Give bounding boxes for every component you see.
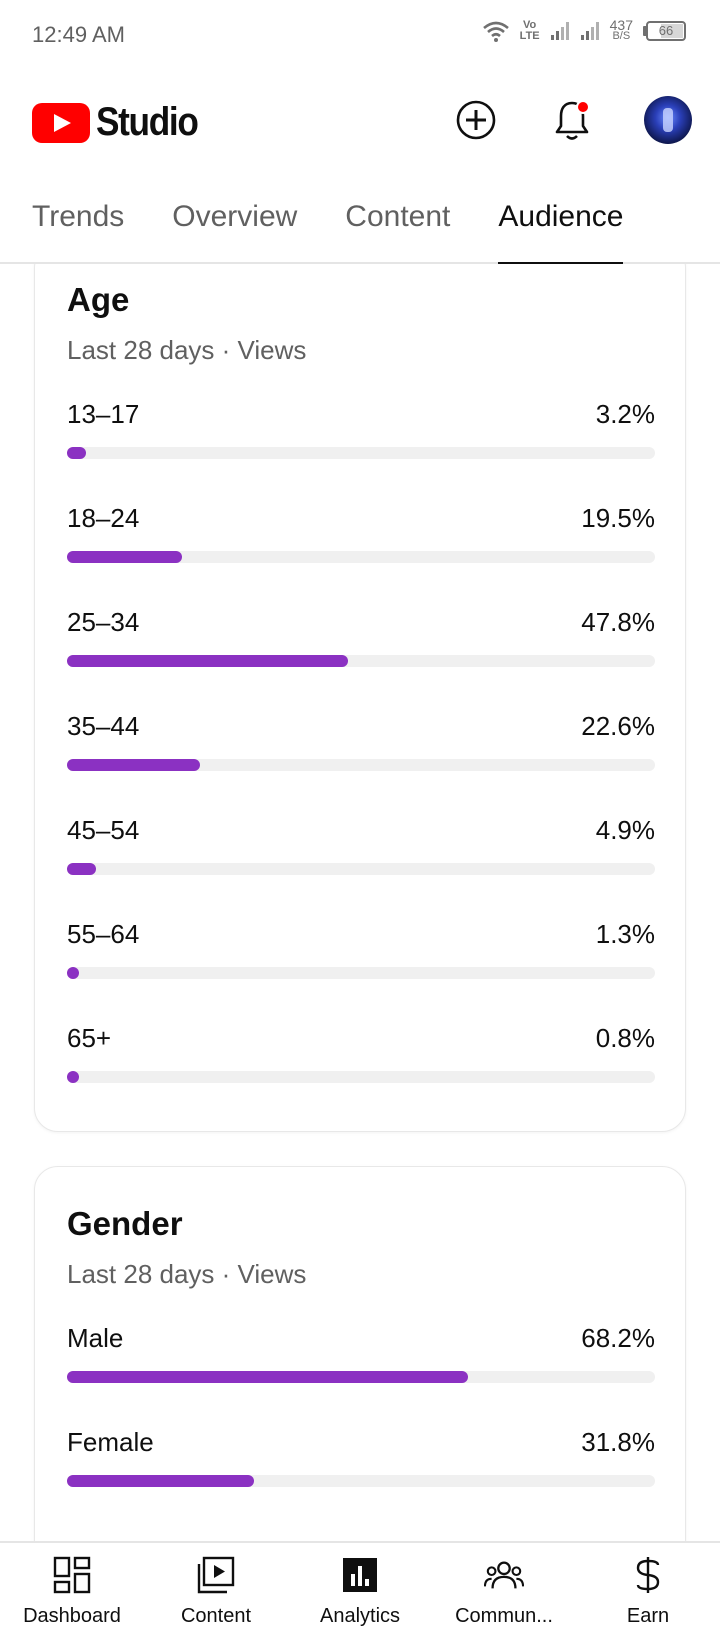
age-label: 18–24 xyxy=(67,503,140,533)
age-bar-track xyxy=(67,967,655,979)
dashboard-icon xyxy=(52,1555,92,1595)
gender-title: Gender xyxy=(67,1205,183,1242)
logo-text: Studio xyxy=(96,100,199,144)
age-row: 65+ 0.8% xyxy=(67,1023,655,1127)
signal-icon-2 xyxy=(580,21,600,41)
age-label: 25–34 xyxy=(67,607,140,637)
net-speed: 437 B/S xyxy=(609,17,633,42)
notification-dot xyxy=(576,100,590,114)
age-bar-track xyxy=(67,551,655,563)
community-icon xyxy=(484,1555,524,1595)
tab-audience[interactable]: Audience xyxy=(498,168,624,266)
gender-subtitle: Last 28 days · Views xyxy=(67,1259,307,1289)
age-subtitle: Last 28 days · Views xyxy=(67,335,307,365)
age-row: 55–64 1.3% xyxy=(67,919,655,1023)
battery-icon: 66 xyxy=(643,21,686,41)
status-icons: Vo LTE 437 B/S 66 xyxy=(482,17,686,42)
age-bar-track xyxy=(67,655,655,667)
age-bar xyxy=(67,759,200,771)
header-actions xyxy=(452,96,692,144)
gender-bar-track xyxy=(67,1475,655,1487)
battery-level: 66 xyxy=(658,23,674,38)
age-label: 35–44 xyxy=(67,711,140,741)
age-bar-track xyxy=(67,863,655,875)
age-bar xyxy=(67,655,349,667)
nav-content[interactable]: Content xyxy=(144,1543,288,1639)
nav-label: Commun... xyxy=(455,1605,553,1627)
gender-rows: Male 68.2% Female 31.8% xyxy=(67,1323,655,1531)
age-value: 0.8% xyxy=(595,1023,655,1053)
nav-community[interactable]: Commun... xyxy=(432,1543,576,1639)
age-label: 13–17 xyxy=(67,399,140,429)
gender-card: Gender Last 28 days · Views Male 68.2% F… xyxy=(34,1166,686,1541)
nav-earn[interactable]: Earn xyxy=(576,1543,720,1639)
gender-label: Female xyxy=(67,1427,154,1457)
gender-bar-track xyxy=(67,1371,655,1383)
nav-dashboard[interactable]: Dashboard xyxy=(0,1543,144,1639)
gender-label: Male xyxy=(67,1323,124,1353)
bottom-nav: Dashboard Content Analytics Commun... Ea… xyxy=(0,1541,720,1639)
age-value: 47.8% xyxy=(581,607,655,637)
age-bar-track xyxy=(67,1071,655,1083)
nav-label: Analytics xyxy=(319,1605,401,1627)
age-bar xyxy=(67,447,86,459)
gender-row: Male 68.2% xyxy=(67,1323,655,1427)
age-label: 45–54 xyxy=(67,815,140,845)
age-value: 1.3% xyxy=(595,919,655,949)
avatar[interactable] xyxy=(644,96,692,144)
age-card: Age Last 28 days · Views 13–17 3.2% 18–2… xyxy=(34,264,686,1132)
tab-trends[interactable]: Trends xyxy=(32,200,125,233)
age-bar xyxy=(67,1071,79,1083)
app-header: Studio xyxy=(0,72,720,168)
wifi-icon xyxy=(482,20,510,42)
signal-icon xyxy=(550,21,570,41)
gender-value: 31.8% xyxy=(581,1427,655,1457)
age-bar-track xyxy=(67,759,655,771)
gender-value: 68.2% xyxy=(581,1323,655,1353)
age-bar xyxy=(67,551,182,563)
age-label: 55–64 xyxy=(67,919,140,949)
status-bar: 12:49 AM Vo LTE 437 B/S 66 xyxy=(0,0,720,72)
gender-bar xyxy=(67,1371,469,1383)
age-row: 25–34 47.8% xyxy=(67,607,655,711)
age-value: 22.6% xyxy=(581,711,655,741)
tab-overview[interactable]: Overview xyxy=(172,200,298,233)
age-bar-track xyxy=(67,447,655,459)
nav-label: Dashboard xyxy=(23,1605,121,1627)
age-value: 3.2% xyxy=(595,399,655,429)
content-icon xyxy=(196,1555,236,1595)
age-row: 45–54 4.9% xyxy=(67,815,655,919)
analytics-tabs: Trends Overview Content Audience xyxy=(0,168,720,266)
audience-content[interactable]: Age Last 28 days · Views 13–17 3.2% 18–2… xyxy=(0,264,720,1541)
studio-logo[interactable]: Studio xyxy=(32,100,211,145)
status-time: 12:49 AM xyxy=(32,22,125,47)
age-value: 4.9% xyxy=(595,815,655,845)
age-row: 18–24 19.5% xyxy=(67,503,655,607)
nav-label: Content xyxy=(180,1605,252,1627)
create-button[interactable] xyxy=(452,96,500,144)
age-row: 35–44 22.6% xyxy=(67,711,655,815)
notifications-button[interactable] xyxy=(548,96,596,144)
gender-row: Female 31.8% xyxy=(67,1427,655,1531)
earn-icon xyxy=(628,1555,668,1595)
tab-content[interactable]: Content xyxy=(345,200,451,233)
age-bar xyxy=(67,967,79,979)
age-value: 19.5% xyxy=(581,503,655,533)
nav-label: Earn xyxy=(626,1605,670,1627)
create-icon xyxy=(456,100,496,140)
youtube-logo-icon xyxy=(32,102,90,143)
age-title: Age xyxy=(67,281,130,318)
volte-indicator: Vo LTE xyxy=(519,19,540,42)
age-bar xyxy=(67,863,96,875)
analytics-icon xyxy=(340,1555,380,1595)
age-row: 13–17 3.2% xyxy=(67,399,655,503)
nav-analytics[interactable]: Analytics xyxy=(288,1543,432,1639)
gender-bar xyxy=(67,1475,254,1487)
age-label: 65+ xyxy=(67,1023,112,1053)
age-rows: 13–17 3.2% 18–24 19.5% 25–34 47.8% 35–44… xyxy=(67,399,655,1127)
